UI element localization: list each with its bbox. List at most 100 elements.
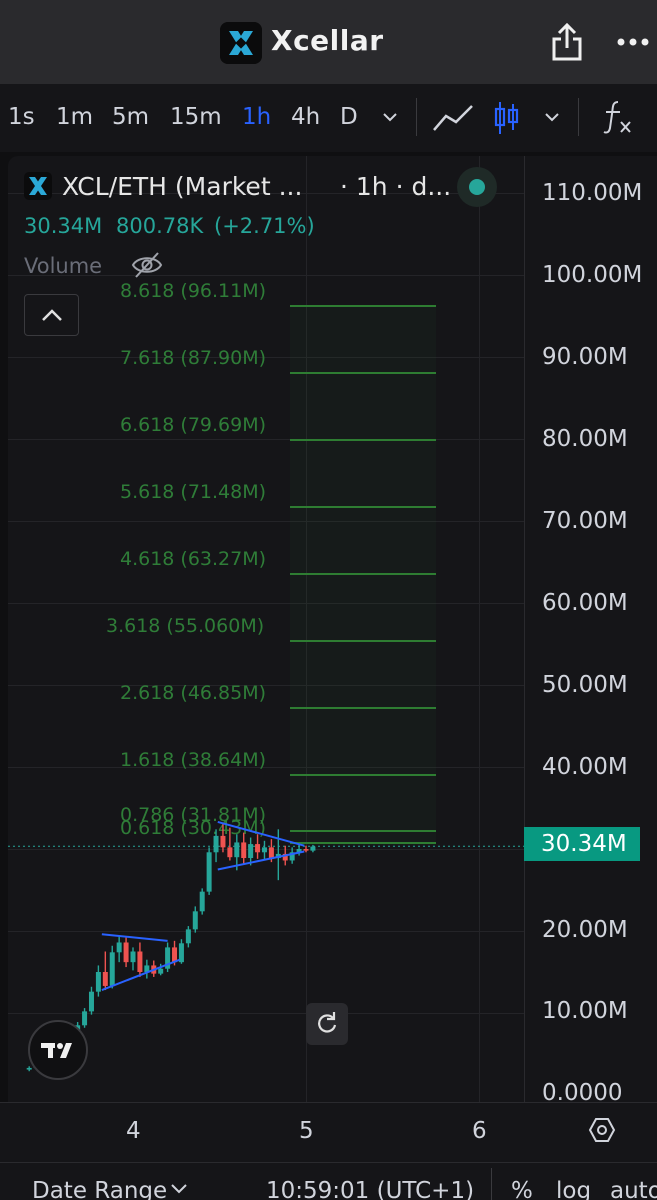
timeframe-1m[interactable]: 1m	[56, 104, 94, 130]
candle[interactable]	[165, 942, 171, 972]
candle[interactable]	[275, 829, 281, 881]
candle[interactable]	[109, 945, 115, 989]
timeframe-d[interactable]: D	[340, 104, 358, 130]
fib-extension-zone[interactable]	[290, 305, 436, 845]
fib-level-label: 6.618 (79.69M)	[120, 414, 267, 436]
fib-line	[290, 774, 436, 776]
candle[interactable]	[289, 847, 295, 864]
timeframe-1s[interactable]: 1s	[8, 104, 35, 130]
candle[interactable]	[95, 965, 101, 997]
candle-body	[109, 952, 115, 986]
more-dots-icon[interactable]	[616, 30, 650, 54]
volume-indicator-label[interactable]: Volume	[24, 254, 103, 278]
candle[interactable]	[185, 926, 191, 948]
trend-line[interactable]	[101, 958, 181, 991]
candle[interactable]	[158, 963, 164, 976]
fib-line	[290, 439, 436, 441]
candle[interactable]	[296, 844, 302, 856]
candle-body	[158, 968, 164, 974]
timeframe-1h[interactable]: 1h	[242, 104, 272, 130]
candle[interactable]	[26, 1066, 32, 1072]
chevron-down-icon[interactable]	[380, 110, 400, 124]
candle[interactable]	[178, 939, 184, 964]
trend-line[interactable]	[101, 933, 168, 942]
candle[interactable]	[227, 827, 233, 861]
candle-body	[310, 846, 316, 851]
chart-type-chevron-down-icon[interactable]	[542, 110, 562, 124]
bottom-bar	[0, 1162, 657, 1200]
candle[interactable]	[116, 935, 122, 963]
price-axis-label: 40.00M	[542, 754, 628, 780]
trend-line[interactable]	[217, 820, 305, 847]
price-axis-label: 70.00M	[542, 508, 628, 534]
candle-body	[102, 972, 108, 986]
candle[interactable]	[144, 959, 150, 979]
log-scale-toggle[interactable]: log	[556, 1178, 592, 1200]
price-axis-label: 10.00M	[542, 998, 628, 1024]
candle-body	[296, 849, 302, 853]
grid-horizontal	[8, 603, 524, 604]
tradingview-logo-icon[interactable]	[28, 1020, 88, 1080]
candle[interactable]	[241, 832, 247, 864]
candle-body	[206, 852, 212, 892]
candle[interactable]	[234, 834, 240, 871]
candle[interactable]	[213, 829, 219, 863]
candle[interactable]	[88, 986, 94, 1015]
candle[interactable]	[303, 845, 309, 853]
collapse-legend-button[interactable]	[24, 294, 79, 336]
fib-line	[290, 573, 436, 575]
candle[interactable]	[192, 906, 198, 933]
eye-hidden-icon[interactable]	[130, 250, 164, 280]
market-status-indicator[interactable]	[457, 167, 497, 207]
price-axis[interactable]	[524, 156, 657, 1102]
trend-line[interactable]	[217, 850, 305, 871]
trend-line-icon[interactable]	[432, 102, 474, 134]
date-range-button[interactable]: Date Range	[32, 1178, 168, 1200]
fib-level-label: 5.618 (71.48M)	[120, 481, 267, 503]
fx-icon[interactable]	[602, 98, 634, 136]
candlestick-icon[interactable]	[494, 100, 520, 136]
candle-body	[123, 942, 129, 963]
fib-level-label: 7.618 (87.90M)	[120, 347, 267, 369]
candle[interactable]	[206, 847, 212, 895]
candle-body	[26, 1067, 32, 1070]
share-icon[interactable]	[550, 22, 584, 62]
candle[interactable]	[130, 947, 136, 971]
timeframe-15m[interactable]: 15m	[170, 104, 222, 130]
candle[interactable]	[255, 834, 261, 859]
candle[interactable]	[137, 942, 143, 977]
price-axis-label: 90.00M	[542, 344, 628, 370]
candle[interactable]	[248, 837, 254, 866]
app-title: Xcellar	[271, 24, 384, 57]
time-axis-label: 4	[126, 1118, 141, 1144]
candle[interactable]	[220, 824, 226, 853]
date-range-chevron-down-icon[interactable]	[168, 1180, 190, 1196]
fib-level-label: 0.786 (31.81M)	[120, 804, 267, 826]
candle-body	[261, 847, 267, 853]
candle[interactable]	[261, 840, 267, 861]
candle[interactable]	[82, 1008, 88, 1028]
candle[interactable]	[123, 937, 129, 968]
settings-hexagon-icon[interactable]	[588, 1116, 616, 1144]
candle[interactable]	[102, 951, 108, 991]
fib-level-label: 3.618 (55.060M)	[106, 615, 265, 637]
timeframe-4h[interactable]: 4h	[291, 104, 321, 130]
legend-symbol[interactable]: XCL/ETH (Market ...	[62, 172, 303, 201]
auto-scale-toggle[interactable]: auto	[610, 1178, 657, 1200]
legend-change: 800.78K	[116, 214, 204, 238]
clock-timezone[interactable]: 10:59:01 (UTC+1)	[266, 1178, 475, 1200]
chart-toolbar: 1s 1m 5m 15m 1h 4h D	[0, 84, 657, 152]
percent-scale-toggle[interactable]: %	[511, 1178, 533, 1200]
candle[interactable]	[199, 888, 205, 915]
grid-horizontal	[8, 685, 524, 686]
reset-chart-button[interactable]	[306, 1003, 348, 1045]
price-axis-label: 80.00M	[542, 426, 628, 452]
xcellar-logo-icon	[220, 22, 262, 64]
time-axis[interactable]	[0, 1102, 657, 1162]
price-axis-label: 60.00M	[542, 590, 628, 616]
candle[interactable]	[310, 844, 316, 853]
timeframe-5m[interactable]: 5m	[112, 104, 150, 130]
status-dot-icon	[469, 179, 485, 195]
price-axis-label: 100.00M	[542, 262, 643, 288]
